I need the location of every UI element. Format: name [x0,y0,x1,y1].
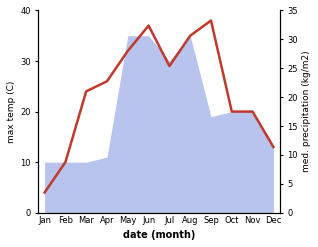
Y-axis label: med. precipitation (kg/m2): med. precipitation (kg/m2) [302,51,311,172]
Y-axis label: max temp (C): max temp (C) [7,80,16,143]
X-axis label: date (month): date (month) [123,230,195,240]
